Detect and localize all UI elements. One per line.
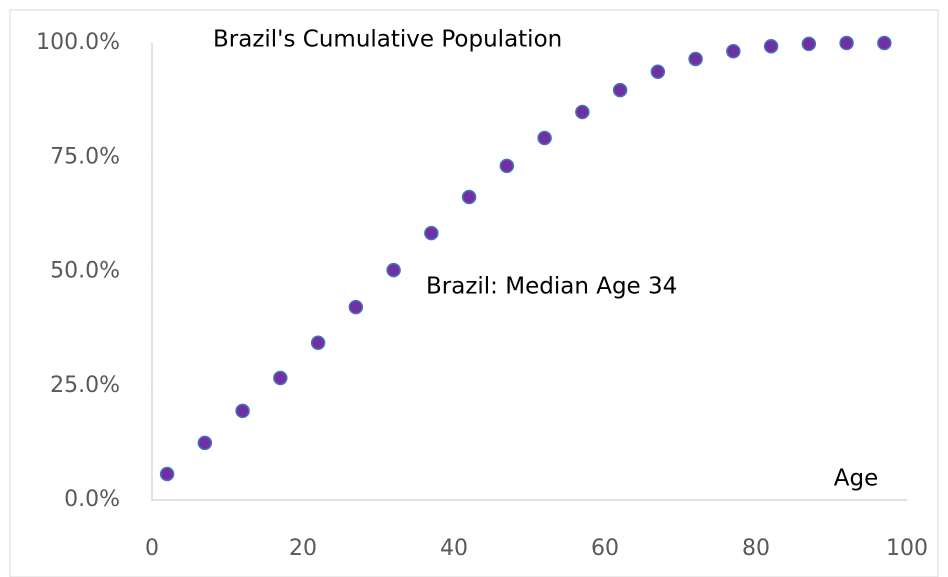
x-axis-label: Age [834, 466, 878, 492]
point [801, 36, 817, 52]
point [159, 466, 175, 482]
point [348, 299, 364, 315]
point [575, 104, 590, 120]
point [424, 225, 439, 241]
chart-border [9, 9, 939, 577]
x-tick-label: 60 [591, 536, 619, 561]
point [763, 38, 779, 54]
point [386, 262, 401, 278]
point [537, 130, 552, 146]
point [688, 51, 703, 67]
point [310, 335, 326, 351]
point [612, 82, 628, 98]
x-tick-label: 20 [289, 536, 317, 561]
x-tick-label: 100 [886, 536, 928, 561]
point [726, 43, 741, 59]
point [650, 64, 666, 80]
point [877, 35, 892, 51]
y-tick-label: 0.0% [64, 487, 120, 512]
point [461, 189, 477, 205]
point [839, 35, 854, 51]
point [197, 435, 213, 451]
point [273, 370, 288, 386]
x-tick-label: 40 [440, 536, 468, 561]
x-tick-label: 0 [145, 536, 159, 561]
chart-title: Brazil's Cumulative Population [213, 27, 562, 53]
annotation: Brazil: Median Age 34 [426, 274, 677, 300]
y-tick-label: 75.0% [50, 144, 120, 169]
y-tick-label: 50.0% [50, 259, 120, 284]
y-tick-label: 25.0% [50, 373, 120, 398]
x-tick-label: 80 [742, 536, 770, 561]
point [499, 158, 515, 174]
y-tick-label: 100.0% [36, 30, 120, 55]
point [235, 403, 250, 419]
